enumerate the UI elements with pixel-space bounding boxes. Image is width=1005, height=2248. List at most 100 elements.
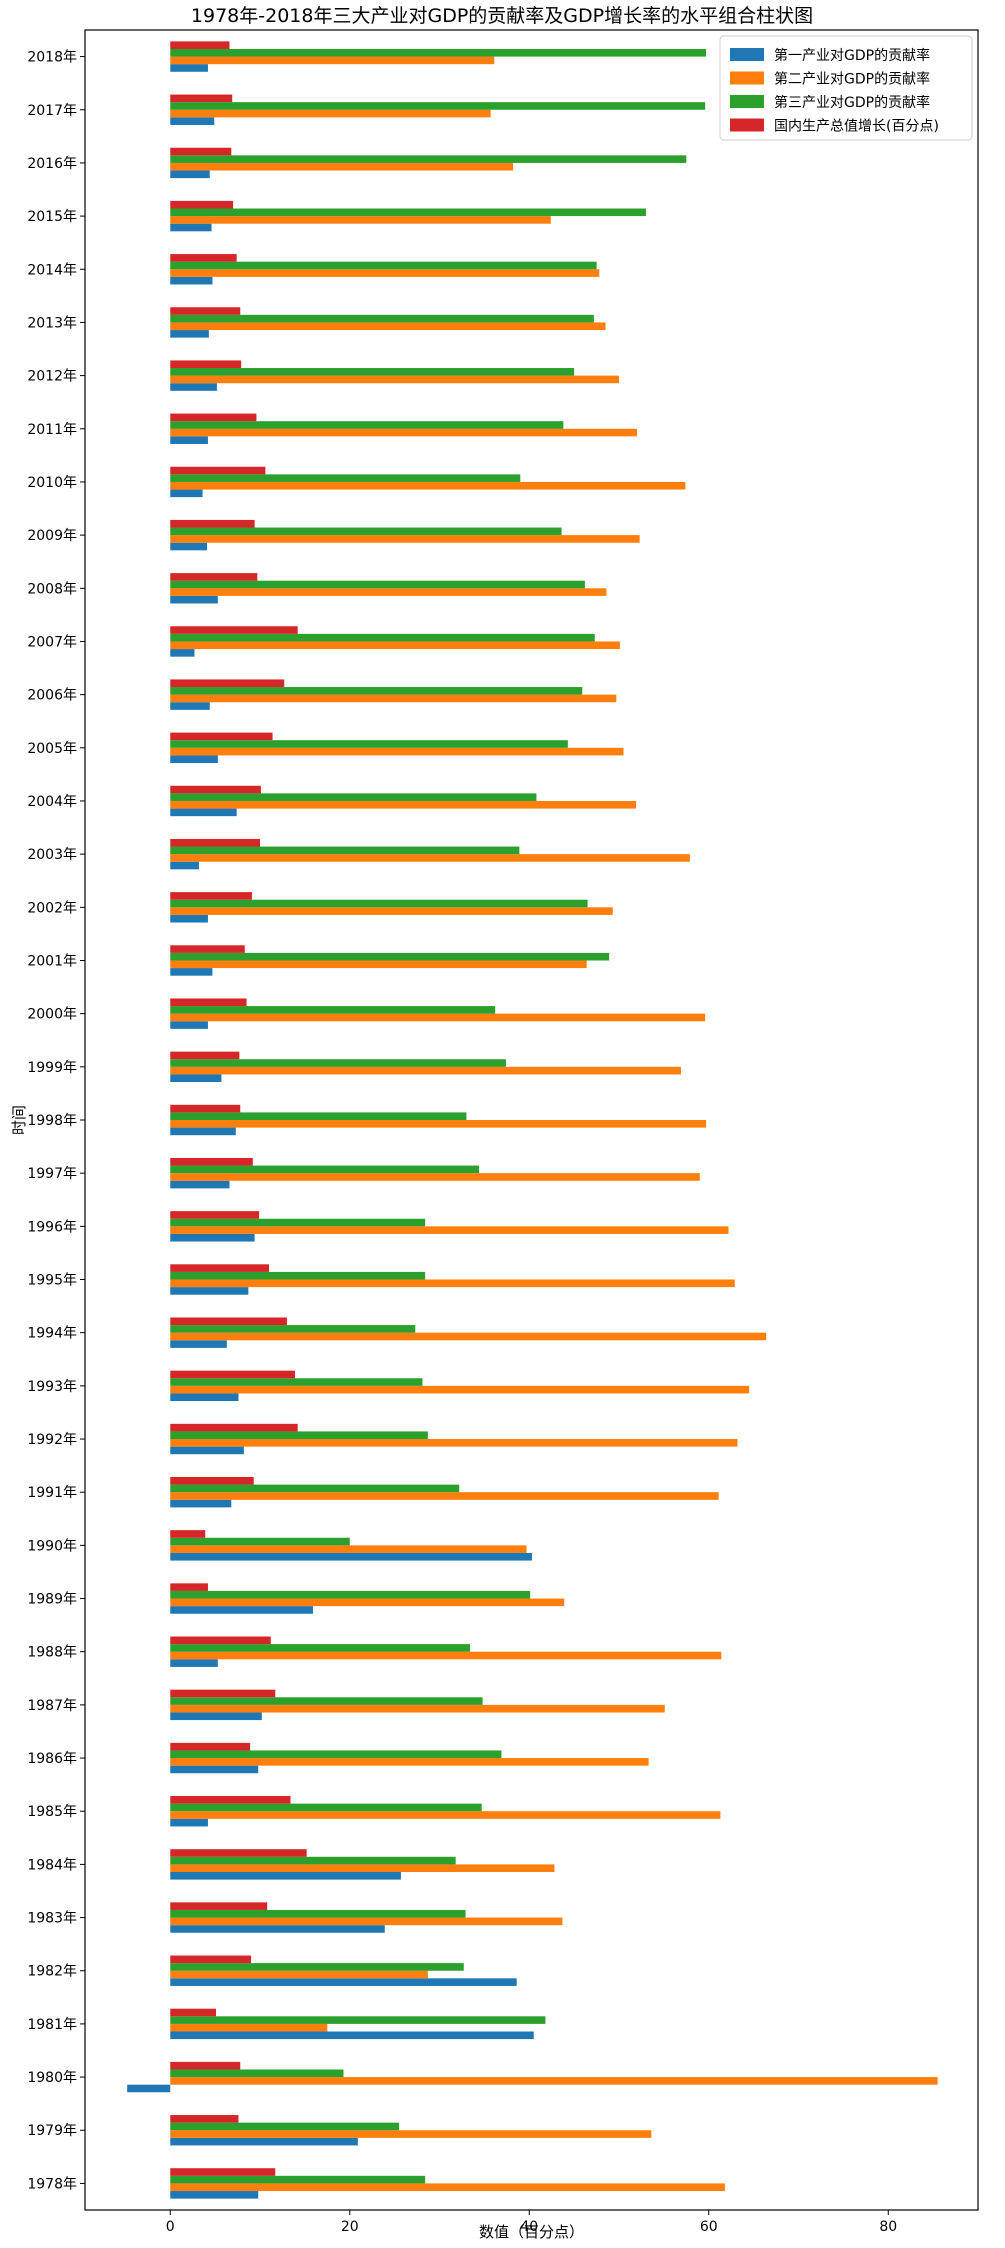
bar-2011年-series-2: [170, 428, 637, 437]
bar-2000年-series-2: [170, 1013, 706, 1022]
bar-1996年-series-4: [170, 1211, 260, 1219]
bar-2013年-series-4: [170, 307, 241, 315]
bar-2013年-series-1: [170, 330, 209, 338]
bar-2001年-series-1: [170, 968, 213, 976]
bar-2008年-series-4: [170, 573, 258, 581]
bar-1995年-series-4: [170, 1264, 269, 1272]
bar-2010年-series-3: [170, 474, 521, 482]
bar-1980年-series-4: [170, 2061, 241, 2070]
bar-1998年-series-2: [170, 1120, 707, 1128]
legend-label: 第三产业对GDP的贡献率: [774, 94, 930, 111]
bar-1992年-series-2: [170, 1439, 738, 1447]
bar-2007年-series-4: [170, 626, 298, 634]
legend-swatch: [730, 95, 764, 108]
bar-2002年-series-3: [170, 899, 588, 908]
bar-1997年-series-3: [170, 1165, 479, 1174]
legend-swatch: [730, 71, 764, 85]
bar-2006年-series-4: [170, 679, 285, 688]
bar-1986年-series-4: [170, 1742, 251, 1751]
legend-label: 第一产业对GDP的贡献率: [774, 47, 930, 64]
bar-1989年-series-3: [170, 1590, 531, 1599]
bar-1982年-series-4: [170, 1955, 252, 1964]
bar-1991年-series-1: [170, 1499, 232, 1508]
y-tick-label: 1979年: [27, 2123, 77, 2139]
y-tick-label: 2017年: [27, 103, 77, 119]
bar-2002年-series-1: [170, 914, 208, 923]
bar-1995年-series-2: [170, 1279, 735, 1288]
bar-1979年-series-3: [170, 2122, 400, 2131]
bar-2014年-series-4: [170, 254, 237, 262]
bar-2000年-series-4: [170, 998, 247, 1007]
x-tick-label: 40: [520, 2219, 538, 2235]
bar-1984年-series-2: [170, 1864, 555, 1872]
bar-2010年-series-2: [170, 481, 686, 490]
legend-label: 第二产业对GDP的贡献率: [774, 71, 930, 88]
bar-1992年-series-1: [170, 1446, 244, 1455]
bar-1981年-series-2: [170, 2023, 328, 2032]
bar-2008年-series-3: [170, 580, 585, 589]
y-tick-label: 1989年: [27, 1592, 77, 1608]
y-axis-ticks: 1978年 1979年 1980年 1981年 1982年 1983年 1984年 1985年…: [27, 50, 85, 2192]
bar-1986年-series-1: [170, 1765, 259, 1774]
bar-1985年-series-3: [170, 1803, 482, 1812]
y-axis-label: 时间: [10, 1105, 28, 1135]
bar-1988年-series-2: [170, 1651, 722, 1660]
x-tick-label: 80: [879, 2219, 897, 2235]
y-tick-label: 2005年: [27, 741, 77, 757]
y-tick-label: 1994年: [27, 1326, 77, 1342]
y-tick-label: 1987年: [27, 1698, 77, 1714]
legend-box: [719, 35, 973, 141]
bar-2015年-series-1: [170, 223, 212, 232]
bar-2015年-series-4: [170, 200, 234, 209]
bar-2003年-series-2: [170, 854, 690, 862]
y-tick-label: 2001年: [27, 953, 77, 969]
y-tick-label: 1992年: [27, 1432, 77, 1448]
bar-1995年-series-1: [170, 1287, 249, 1295]
bar-1991年-series-2: [170, 1492, 719, 1500]
y-tick-label: 1983年: [27, 1911, 77, 1927]
bar-2008年-series-1: [170, 595, 218, 604]
bar-2010年-series-4: [170, 466, 266, 475]
legend-swatch: [730, 118, 764, 132]
legend-label: 国内生产总值增长(百分点): [774, 119, 939, 135]
bar-2013年-series-3: [170, 314, 594, 323]
bar-1993年-series-4: [170, 1370, 296, 1379]
bar-1982年-series-3: [170, 1963, 464, 1971]
bar-1999年-series-4: [170, 1051, 240, 1060]
y-tick-label: 1997年: [27, 1166, 77, 1182]
bar-2012年-series-3: [170, 368, 575, 376]
x-tick-label: 60: [700, 2219, 718, 2235]
x-tick-label: 20: [341, 2219, 359, 2235]
bar-1994年-series-1: [170, 1340, 227, 1348]
bar-1987年-series-1: [170, 1712, 262, 1721]
bar-2016年-series-4: [170, 147, 232, 156]
bar-2004年-series-1: [170, 808, 237, 817]
y-tick-label: 2000年: [27, 1007, 77, 1023]
bar-1986年-series-2: [170, 1758, 649, 1766]
bar-2004年-series-2: [170, 800, 637, 809]
bar-2009年-series-3: [170, 527, 562, 536]
bar-1996年-series-2: [170, 1226, 729, 1234]
bar-2014年-series-2: [170, 269, 600, 277]
bar-1989年-series-4: [170, 1583, 208, 1591]
bar-1982年-series-2: [170, 1970, 428, 1979]
bar-1988年-series-1: [170, 1659, 218, 1667]
bar-2004年-series-3: [170, 793, 537, 801]
bar-2002年-series-2: [170, 907, 613, 915]
bar-2017年-series-1: [170, 117, 215, 125]
y-tick-label: 2015年: [27, 209, 77, 225]
bar-1980年-series-3: [170, 2069, 344, 2078]
bar-2007年-series-2: [170, 641, 620, 650]
bar-1982年-series-1: [170, 1978, 517, 1986]
y-tick-label: 1982年: [27, 1964, 77, 1980]
bar-1979年-series-4: [170, 2115, 239, 2123]
bar-1990年-series-3: [170, 1537, 350, 1546]
y-tick-label: 1985年: [27, 1804, 77, 1820]
y-tick-label: 1984年: [27, 1857, 77, 1873]
x-tick-label: 0: [166, 2219, 175, 2235]
x-axis-label: 数值（百分点）: [479, 2223, 584, 2241]
bar-1997年-series-1: [170, 1180, 230, 1189]
bar-2017年-series-4: [170, 94, 233, 103]
bar-2009年-series-4: [170, 519, 255, 528]
